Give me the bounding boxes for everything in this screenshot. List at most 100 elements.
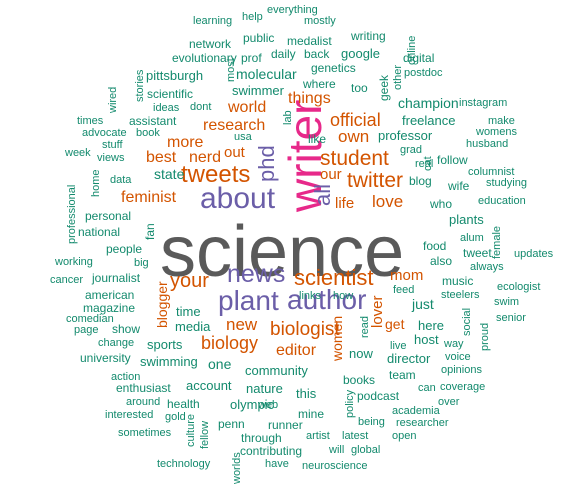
cloud-word: open [392,430,417,442]
cloud-word: global [351,444,381,456]
cloud-word: researcher [396,417,449,429]
cloud-word: research [203,117,266,134]
cloud-word: tweet [463,246,492,260]
cloud-word: out [224,144,245,161]
cloud-word: views [97,152,125,164]
cloud-word: week [65,147,91,159]
cloud-word: book [136,127,160,139]
cloud-word: swim [494,296,520,308]
cloud-word: olympic [230,397,275,412]
cloud-word: plants [449,212,484,227]
cloud-word: help [242,11,263,23]
cloud-word: senior [496,312,526,324]
cloud-word: just [412,296,434,312]
cloud-word: health [167,397,200,411]
cloud-word: blog [409,174,432,188]
cloud-word: digital [403,51,435,65]
cloud-word: professor [378,128,433,143]
cloud-word: follow [437,153,468,167]
cloud-word: one [208,356,232,372]
cloud-word: academia [392,405,440,417]
cloud-word: news [227,260,286,288]
cloud-word: husband [466,138,509,150]
cloud-word: student [320,147,389,170]
cloud-word: now [349,346,373,361]
cloud-word: medalist [287,34,332,48]
cloud-word: feed [393,284,415,296]
cloud-word: stuff [102,139,123,151]
cloud-word: too [351,81,368,95]
cloud-word: more [167,134,204,151]
cloud-word: swimming [140,354,198,369]
cloud-word: womens [476,126,517,138]
cloud-word: steelers [441,289,480,301]
cloud-word: life [335,195,355,212]
cloud-word: like [308,132,327,146]
cloud-word: tweets [181,161,251,188]
cloud-word: genetics [311,61,356,75]
cloud-word: your [170,270,209,292]
cloud-word: host [414,332,439,347]
cloud-word: always [470,261,504,273]
cloud-word: updates [514,248,554,260]
cloud-word: our [320,166,342,183]
cloud-word: twitter [347,169,404,192]
cloud-word: where [303,77,336,91]
cloud-word: over [438,396,460,408]
cloud-word: contributing [240,444,303,458]
cloud-word: change [98,337,135,349]
cloud-word: culture [185,413,197,447]
cloud-word: prof [241,51,262,65]
cloud-word: worlds [231,452,243,484]
cloud-word: science [160,212,405,292]
cloud-word: coverage [440,381,486,393]
cloud-word: account [186,378,232,393]
cloud-word: times [77,115,104,127]
cloud-word: real [415,158,434,170]
cloud-word: stories [134,69,146,102]
cloud-word: proud [479,322,491,351]
cloud-word: who [430,197,453,211]
cloud-word: columnist [468,166,515,178]
cloud-word: social [461,307,473,336]
cloud-word: google [341,46,381,61]
cloud-word: voice [445,351,471,363]
cloud-word: get [385,316,405,332]
cloud-word: education [478,195,526,207]
cloud-word: sports [147,337,183,352]
cloud-word: most [225,58,237,82]
cloud-word: online [406,35,418,65]
cloud-word: around [126,396,161,408]
cloud-word: sometimes [118,427,172,439]
cloud-word: evolutionary [172,51,237,65]
cloud-word: dont [190,101,212,113]
cloud-word: nerd [189,149,222,166]
cloud-word: comedian [66,313,114,325]
cloud-word: being [358,416,385,428]
cloud-word: books [343,373,376,387]
cloud-word: author [287,284,367,315]
cloud-word: own [338,127,370,146]
cloud-word: fellow [199,420,211,449]
cloud-word: web [258,399,279,411]
cloud-word: official [330,110,381,130]
cloud-word: live [390,340,407,352]
cloud-word: home [90,169,102,197]
cloud-word: phd [254,145,279,182]
cloud-word: studying [486,177,527,189]
cloud-word: podcast [357,389,400,403]
cloud-word: grad [400,144,423,156]
cloud-word: time [176,304,201,319]
cloud-word: links [299,290,322,302]
cloud-word: have [265,458,289,470]
cloud-word: things [288,90,331,107]
cloud-word: professional [66,184,78,244]
cloud-word: page [74,324,99,336]
cloud-word: swimmer [232,83,284,98]
cloud-word: artist [306,430,330,442]
cloud-word: media [175,319,211,334]
cloud-word: instagram [459,97,508,109]
cloud-word: technology [157,458,211,470]
cloud-word: learning [193,15,233,27]
